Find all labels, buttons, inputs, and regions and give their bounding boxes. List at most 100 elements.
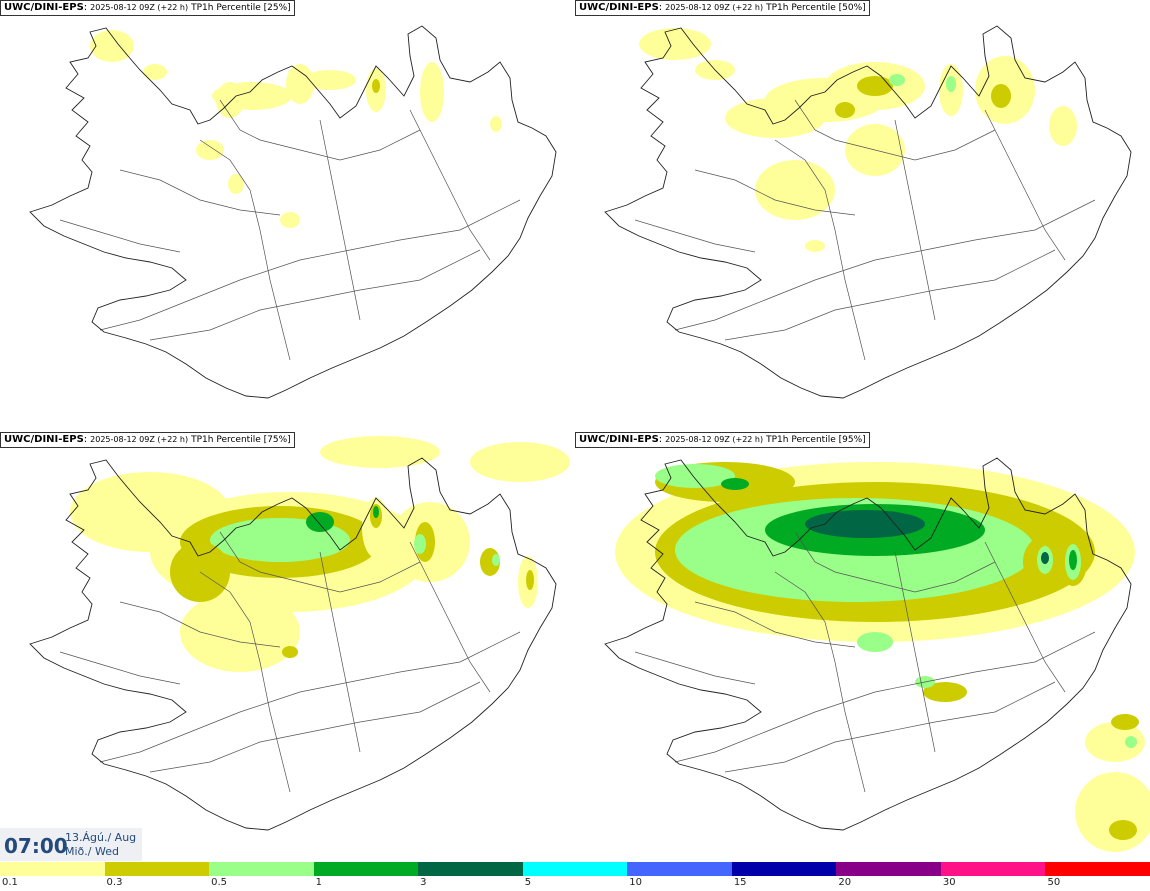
run-info: 2025-08-12 09Z (+22 h) (90, 3, 189, 12)
panel-title: UWC/DINI-EPS: 2025-08-12 09Z (+22 h) TP1h … (0, 432, 295, 448)
panel-title: UWC/DINI-EPS: 2025-08-12 09Z (+22 h) TP1h … (575, 0, 870, 16)
valid-time: 07:00 (4, 834, 68, 858)
precipitation-area (923, 682, 967, 702)
colorbar-tick-label: 0.5 (211, 877, 227, 888)
map-panel-95: UWC/DINI-EPS: 2025-08-12 09Z (+22 h) TP1h … (575, 432, 1150, 862)
road-line (774, 139, 866, 361)
road-line (99, 631, 521, 763)
map-panel-75: UWC/DINI-EPS: 2025-08-12 09Z (+22 h) TP1h … (0, 432, 575, 862)
road-line (984, 541, 1066, 693)
road-line (319, 551, 361, 753)
map-panel-25: UWC/DINI-EPS: 2025-08-12 09Z (+22 h) TP1h … (0, 0, 575, 430)
precipitation-area (805, 240, 825, 252)
precipitation-area (805, 510, 925, 538)
precipitation-area (280, 212, 300, 228)
param-name: TP1h Percentile [25%] (191, 3, 291, 13)
road-line (634, 219, 756, 253)
colorbar-tick-label: 15 (733, 877, 747, 888)
precipitation-area (143, 64, 167, 80)
precipitation-area (282, 646, 298, 658)
colorbar-segment (627, 862, 732, 876)
colorbar-segment (104, 862, 210, 876)
precipitation-area (1111, 714, 1139, 730)
road-line (409, 541, 491, 693)
colorbar-tick-label: 10 (629, 877, 642, 888)
coastline (604, 457, 1132, 831)
precipitation-area (946, 76, 956, 92)
precipitation-area (180, 592, 300, 672)
colorbar-segment (522, 862, 628, 876)
precipitation-area (304, 70, 356, 90)
precipitation-area (1125, 736, 1137, 748)
iceland-map-25 (29, 25, 557, 399)
precipitation-area (490, 116, 502, 132)
colorbar-tick-label: 0.1 (2, 877, 18, 888)
road-line (894, 119, 936, 321)
coastline (604, 25, 1132, 399)
valid-date-line2: Mið./ Wed (65, 845, 119, 858)
colorbar-tick-label: 1 (315, 877, 322, 888)
precipitation-area (835, 102, 855, 118)
precipitation-area (857, 76, 893, 96)
run-info: 2025-08-12 09Z (+22 h) (90, 435, 189, 444)
precipitation-area (1041, 552, 1049, 564)
precipitation-area (1109, 820, 1137, 840)
precipitation-area (306, 512, 334, 532)
param-name: TP1h Percentile [75%] (191, 435, 291, 445)
precipitation-area (90, 30, 134, 62)
param-name: TP1h Percentile [95%] (766, 435, 866, 445)
road-line (984, 109, 1066, 261)
road-line (794, 99, 996, 161)
panel-title: UWC/DINI-EPS: 2025-08-12 09Z (+22 h) TP1h … (0, 0, 295, 16)
run-info: 2025-08-12 09Z (+22 h) (665, 435, 764, 444)
colorbar-tick-label: 20 (838, 877, 852, 888)
road-line (59, 651, 181, 685)
precipitation-area (1075, 772, 1150, 852)
precipitation-area (320, 436, 440, 468)
road-line (219, 99, 421, 161)
road-line (199, 139, 291, 361)
colorbar-ticks: 0.1 0.3 0.5 1 3 5 10 15 20 30 50 (0, 877, 1150, 891)
road-line (199, 571, 291, 793)
precipitation-colorbar (0, 862, 1150, 876)
coastline (29, 457, 557, 831)
colorbar-tick-label: 3 (420, 877, 427, 888)
road-line (99, 199, 521, 331)
colorbar-tick-label: 0.3 (106, 877, 123, 888)
precipitation-area (991, 84, 1011, 108)
road-line (119, 169, 281, 216)
road-line (724, 249, 1056, 341)
valid-time-box: 07:00 13.Ágú./ Aug Mið./ Wed (0, 828, 142, 861)
precipitation-area (286, 64, 314, 104)
colorbar-tick-label: 30 (942, 877, 956, 888)
precipitation-area (212, 82, 292, 110)
colorbar-segment (731, 862, 837, 876)
param-name: TP1h Percentile [50%] (766, 3, 866, 13)
model-name: UWC/DINI-EPS (4, 434, 84, 445)
road-line (319, 119, 361, 321)
precipitation-area (373, 506, 379, 518)
colorbar-segment (209, 862, 314, 876)
precipitation-area (889, 74, 905, 86)
precipitation-area (1049, 106, 1077, 146)
iceland-map-50 (604, 25, 1132, 399)
colorbar-segment (0, 862, 105, 876)
road-line (724, 681, 1056, 773)
coastline (29, 25, 557, 399)
colorbar-segment (940, 862, 1046, 876)
road-line (149, 249, 481, 341)
iceland-map-95 (604, 457, 1150, 852)
road-line (674, 199, 1096, 331)
precipitation-area (721, 478, 749, 490)
precipitation-area (1085, 722, 1145, 762)
precipitation-area (1069, 550, 1077, 570)
iceland-map-75 (29, 436, 570, 831)
precipitation-area (655, 464, 735, 488)
road-line (219, 531, 421, 593)
road-line (774, 571, 866, 793)
precipitation-area (470, 442, 570, 482)
road-line (634, 651, 756, 685)
valid-date-line1: 13.Ágú./ Aug (65, 831, 137, 844)
model-name: UWC/DINI-EPS (579, 2, 659, 13)
precipitation-area (372, 79, 380, 93)
